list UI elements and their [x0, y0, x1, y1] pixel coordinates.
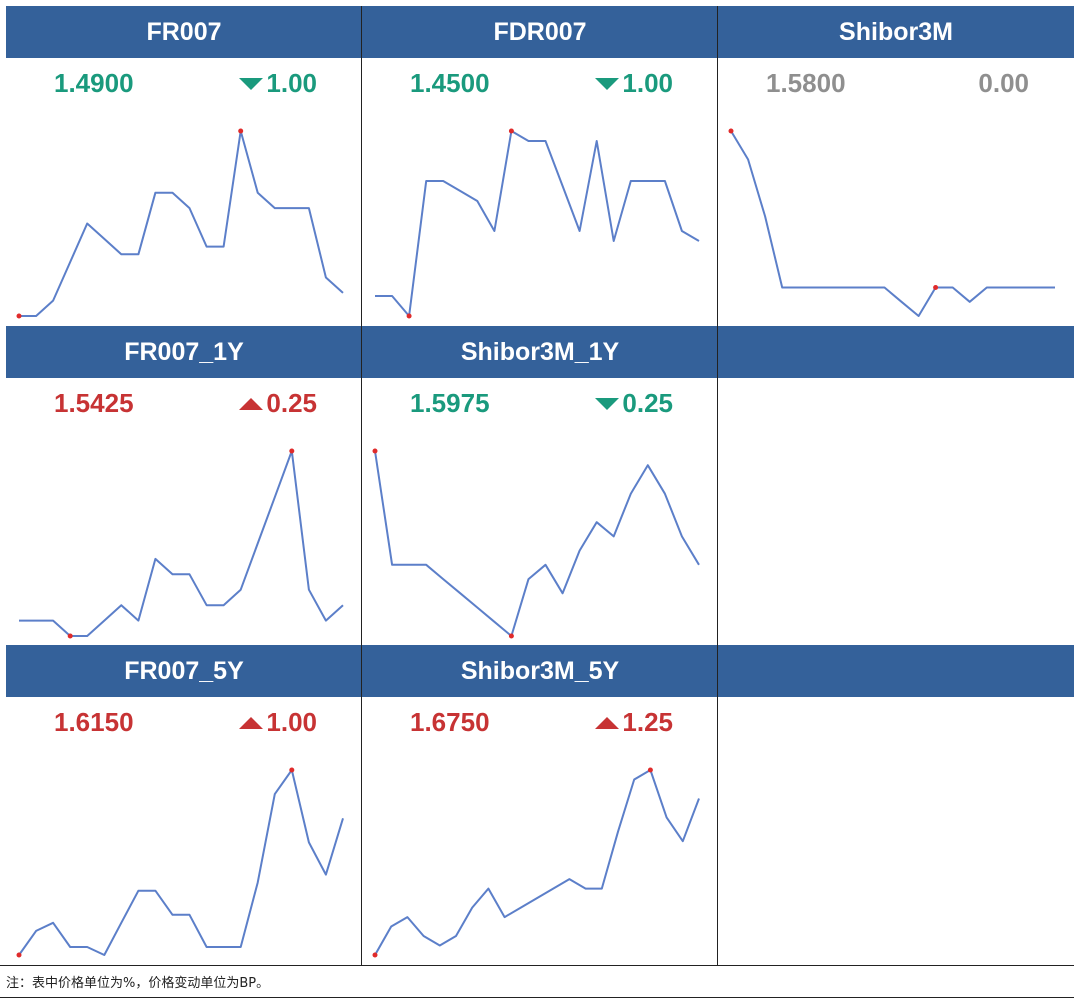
extreme-point-marker: [16, 313, 22, 319]
price-value: 1.4500: [410, 68, 490, 98]
panel-title: FDR007: [362, 6, 718, 58]
sparkline-chart: [375, 128, 700, 319]
triangle-up-icon: [239, 716, 264, 729]
panel-title: Shibor3M_5Y: [362, 645, 718, 697]
extreme-point-marker: [67, 633, 73, 639]
empty-header-bar: [718, 326, 1074, 378]
triangle-down-icon: [595, 397, 620, 410]
sparkline-chart: [16, 767, 344, 958]
change-value: 0.25: [239, 388, 317, 419]
rate-panel: Shibor3M 1.5800 0.00: [718, 6, 1074, 326]
sparkline-chart: [19, 448, 344, 639]
extreme-point-marker: [508, 633, 514, 639]
change-value: 1.25: [595, 707, 673, 738]
extreme-point-marker: [508, 128, 514, 134]
footnote: 注：表中价格单位为%，价格变动单位为BP。: [6, 976, 270, 991]
extreme-point-marker: [16, 952, 22, 958]
panel-title: Shibor3M: [718, 6, 1074, 58]
row-divider: [0, 997, 1074, 998]
extreme-point-marker: [933, 285, 939, 290]
extreme-point-marker: [289, 448, 295, 454]
rate-panel: Shibor3M_5Y 1.6750 1.25: [362, 645, 718, 965]
rate-panel: Shibor3M_1Y 1.5975 0.25: [362, 326, 718, 646]
price-value: 1.5800: [766, 68, 846, 98]
column-divider: [717, 6, 718, 966]
rate-panel: FR007_1Y 1.5425 0.25: [6, 326, 362, 646]
extreme-point-marker: [406, 313, 412, 319]
triangle-down-icon: [595, 77, 620, 90]
extreme-point-marker: [728, 128, 734, 134]
sparkline-chart: [372, 448, 700, 639]
extreme-point-marker: [289, 767, 295, 773]
price-value: 1.6150: [54, 707, 134, 737]
change-number: 1.00: [622, 68, 673, 98]
panel-title: FR007_5Y: [6, 645, 362, 697]
sparkline-chart: [728, 128, 1055, 317]
sparkline-chart: [16, 128, 344, 319]
panel-title: Shibor3M_1Y: [362, 326, 718, 378]
change-value: 1.00: [239, 707, 317, 738]
series-line: [374, 450, 700, 637]
series-line: [18, 769, 344, 956]
price-value: 1.4900: [54, 68, 134, 98]
panel-title: FR007_1Y: [6, 326, 362, 378]
sparkline-chart: [372, 767, 700, 958]
series-line: [19, 450, 344, 637]
change-value: 0.25: [595, 388, 673, 419]
change-value: 1.00: [595, 68, 673, 99]
extreme-point-marker: [372, 448, 378, 454]
series-line: [19, 130, 344, 317]
empty-header-bar: [718, 645, 1074, 697]
extreme-point-marker: [647, 767, 653, 773]
triangle-up-icon: [595, 716, 620, 729]
row-divider: [0, 965, 1074, 966]
rate-panel: FR007_5Y 1.6150 1.00: [6, 645, 362, 965]
triangle-up-icon: [239, 397, 264, 410]
rate-panel: FR007 1.4900 1.00: [6, 6, 362, 326]
change-number: 1.25: [622, 707, 673, 737]
price-value: 1.5425: [54, 388, 134, 418]
column-divider: [361, 6, 362, 966]
change-number: 0.25: [622, 388, 673, 418]
series-line: [375, 130, 700, 317]
extreme-point-marker: [238, 128, 244, 134]
change-number: 1.00: [266, 707, 317, 737]
series-line: [374, 769, 700, 956]
change-number: 0.00: [978, 68, 1029, 98]
price-value: 1.5975: [410, 388, 490, 418]
change-number: 1.00: [266, 68, 317, 98]
change-number: 0.25: [266, 388, 317, 418]
panel-title: FR007: [6, 6, 362, 58]
price-value: 1.6750: [410, 707, 490, 737]
rate-panel: FDR007 1.4500 1.00: [362, 6, 718, 326]
series-line: [730, 130, 1055, 317]
extreme-point-marker: [372, 952, 378, 958]
triangle-down-icon: [239, 77, 264, 90]
change-value: 1.00: [239, 68, 317, 99]
change-value: 0.00: [978, 68, 1029, 99]
